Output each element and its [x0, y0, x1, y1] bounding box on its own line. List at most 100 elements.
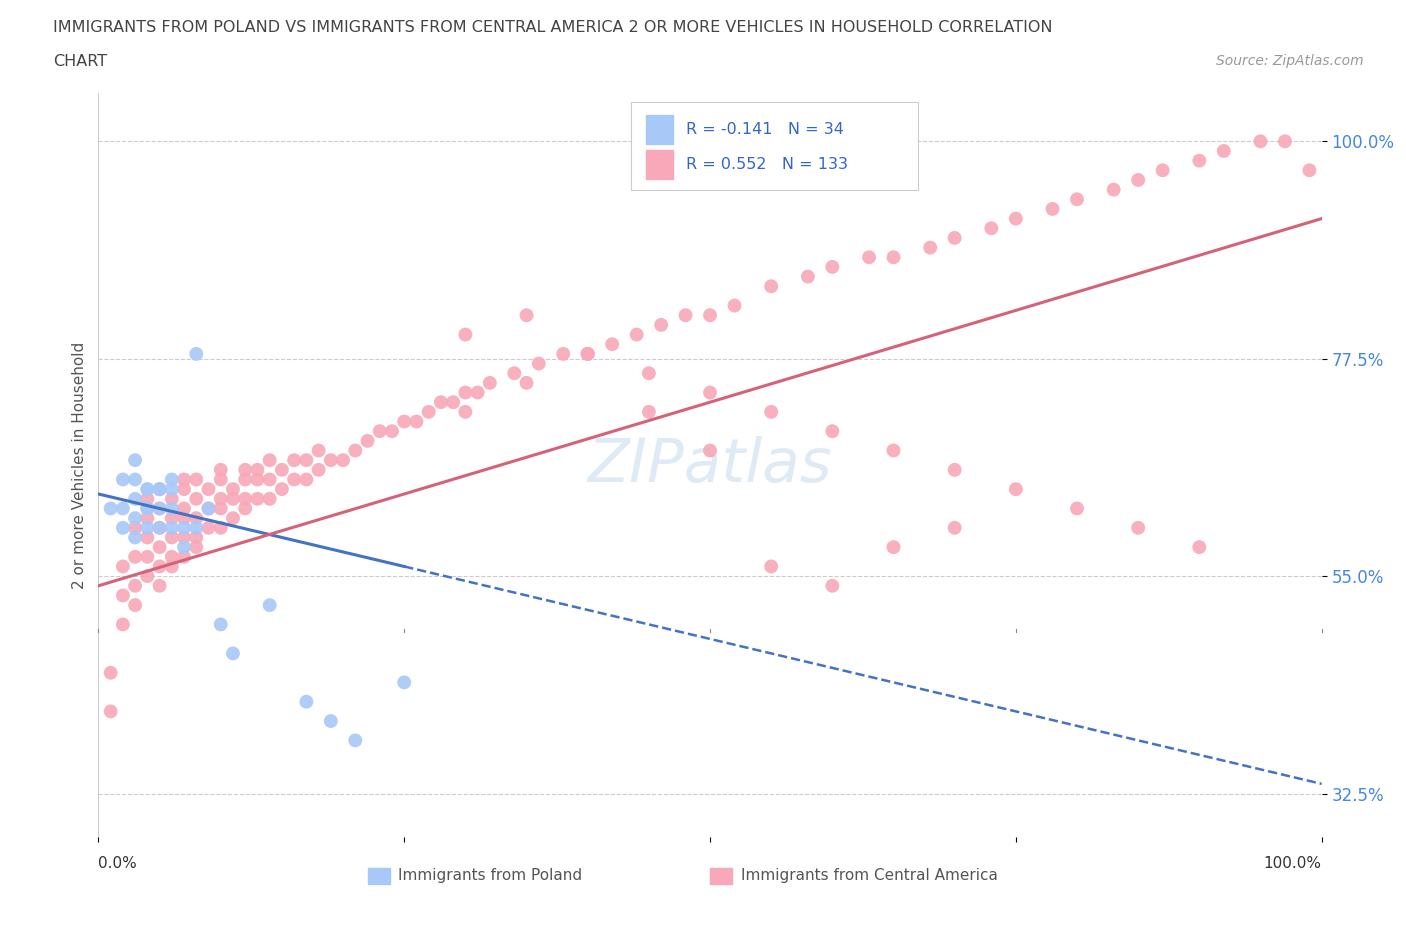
- Point: [637, 405, 661, 419]
- Point: [319, 453, 342, 468]
- Point: [405, 414, 427, 429]
- Point: [222, 491, 245, 506]
- Point: [124, 550, 146, 565]
- Point: [136, 521, 159, 536]
- Point: [515, 376, 537, 391]
- Point: [368, 424, 391, 439]
- Point: [149, 578, 172, 593]
- Point: [197, 501, 219, 516]
- Bar: [647, 151, 673, 179]
- Point: [149, 501, 172, 516]
- Point: [160, 482, 183, 497]
- Point: [124, 453, 146, 468]
- Text: Immigrants from Central America: Immigrants from Central America: [741, 869, 997, 883]
- Point: [160, 472, 183, 487]
- Point: [1004, 211, 1026, 226]
- Point: [100, 665, 122, 680]
- Point: [124, 472, 146, 487]
- Point: [454, 327, 477, 342]
- Point: [136, 482, 159, 497]
- Point: [943, 521, 966, 536]
- Point: [186, 347, 208, 362]
- Point: [136, 568, 159, 583]
- Point: [723, 299, 745, 313]
- Point: [149, 521, 172, 536]
- Text: Source: ZipAtlas.com: Source: ZipAtlas.com: [1216, 54, 1364, 68]
- Point: [943, 231, 966, 246]
- Point: [149, 501, 172, 516]
- Point: [1152, 163, 1174, 178]
- Point: [761, 405, 783, 419]
- Point: [1212, 143, 1234, 158]
- Point: [503, 365, 526, 380]
- Point: [454, 405, 477, 419]
- Point: [186, 521, 208, 536]
- Point: [173, 550, 195, 565]
- Point: [441, 394, 464, 409]
- Text: 100.0%: 100.0%: [1264, 856, 1322, 870]
- Point: [160, 501, 183, 516]
- Point: [136, 511, 159, 525]
- Point: [418, 405, 440, 419]
- Point: [637, 365, 661, 380]
- Point: [149, 559, 172, 574]
- Point: [1274, 134, 1296, 149]
- Point: [1102, 182, 1125, 197]
- Point: [186, 472, 208, 487]
- Point: [160, 550, 183, 565]
- Point: [344, 733, 367, 748]
- Point: [858, 250, 880, 265]
- Point: [160, 491, 183, 506]
- Point: [246, 491, 269, 506]
- Point: [136, 530, 159, 545]
- Text: ZIPatlas: ZIPatlas: [588, 435, 832, 495]
- Point: [160, 559, 183, 574]
- Point: [173, 530, 195, 545]
- Point: [149, 482, 172, 497]
- Point: [100, 704, 122, 719]
- Bar: [710, 868, 733, 884]
- Point: [160, 521, 183, 536]
- Point: [149, 482, 172, 497]
- Point: [650, 317, 672, 332]
- Point: [626, 327, 648, 342]
- Text: Immigrants from Poland: Immigrants from Poland: [398, 869, 582, 883]
- Point: [576, 347, 599, 362]
- Point: [1042, 202, 1064, 217]
- Point: [356, 433, 378, 448]
- Point: [233, 501, 256, 516]
- Point: [136, 501, 159, 516]
- Point: [319, 713, 342, 728]
- Point: [124, 578, 146, 593]
- Point: [222, 646, 245, 661]
- Point: [259, 598, 281, 613]
- Point: [222, 482, 245, 497]
- Point: [111, 521, 134, 536]
- Point: [761, 559, 783, 574]
- Point: [344, 443, 367, 458]
- Point: [186, 511, 208, 525]
- Point: [111, 472, 134, 487]
- Point: [246, 462, 269, 477]
- Point: [173, 521, 195, 536]
- Point: [1066, 501, 1088, 516]
- Point: [1066, 192, 1088, 206]
- Point: [576, 347, 599, 362]
- Point: [1298, 163, 1320, 178]
- Point: [149, 521, 172, 536]
- Point: [308, 443, 330, 458]
- Point: [761, 279, 783, 294]
- Point: [186, 491, 208, 506]
- Point: [699, 385, 721, 400]
- Point: [553, 347, 575, 362]
- Point: [197, 521, 219, 536]
- Point: [467, 385, 489, 400]
- Point: [111, 559, 134, 574]
- Point: [883, 539, 905, 554]
- Point: [1128, 521, 1150, 536]
- Point: [259, 472, 281, 487]
- Point: [111, 617, 134, 631]
- Point: [883, 443, 905, 458]
- Point: [821, 578, 844, 593]
- Point: [111, 588, 134, 603]
